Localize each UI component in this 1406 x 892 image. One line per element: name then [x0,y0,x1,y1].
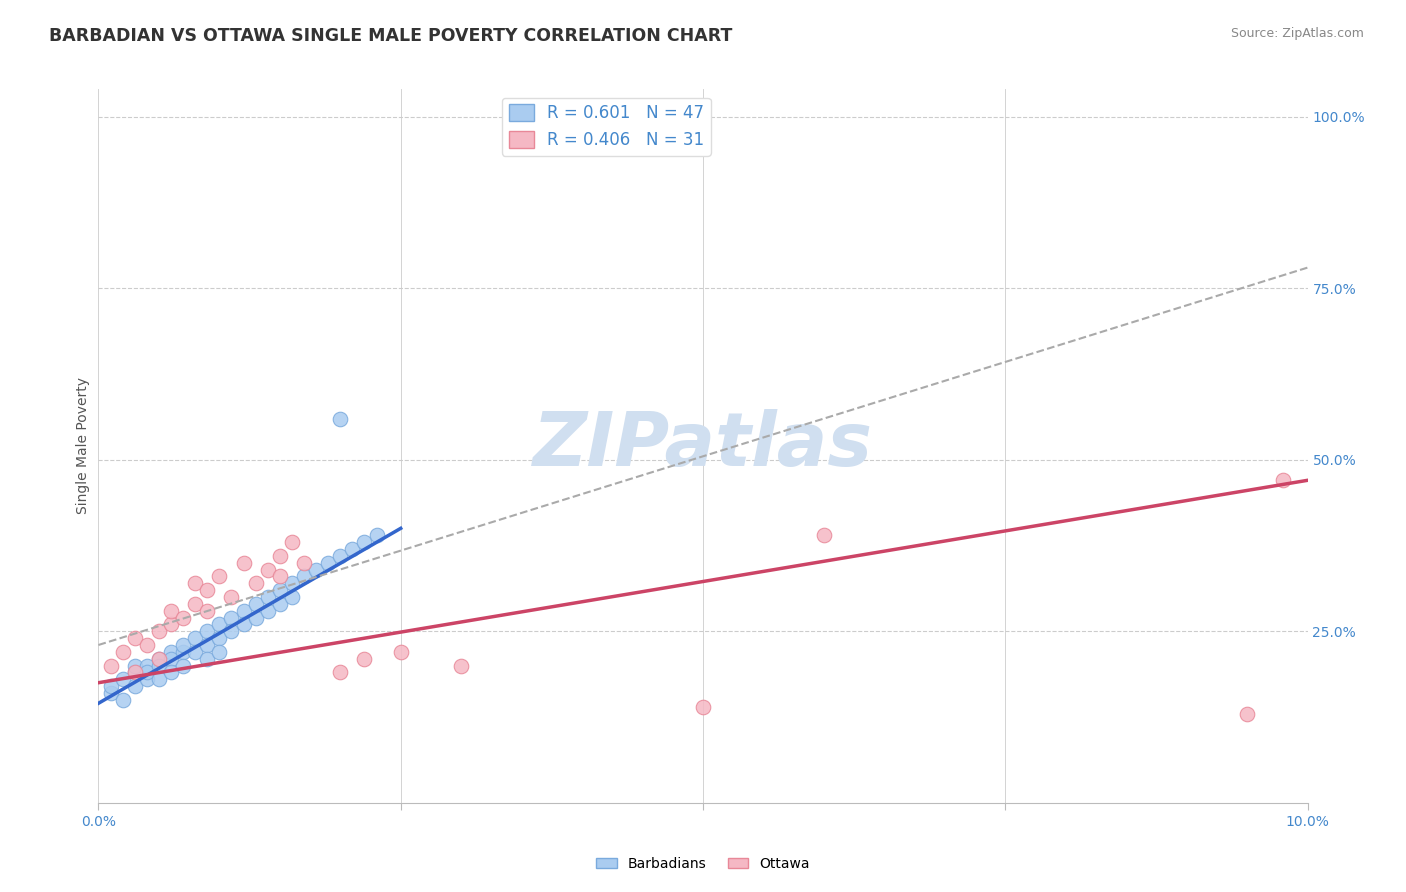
Point [329,549,352,563]
Text: Source: ZipAtlas.com: Source: ZipAtlas.com [1230,27,1364,40]
Point [232,604,254,618]
Point [281,590,304,604]
Point [208,631,231,645]
Point [281,535,304,549]
Point [135,658,157,673]
Point [221,624,243,639]
Point [160,604,183,618]
Point [221,590,243,604]
Point [148,624,170,639]
Point [329,411,352,425]
Point [172,645,194,659]
Point [366,528,388,542]
Point [221,610,243,624]
Point [195,624,218,639]
Point [1272,473,1295,487]
Point [389,645,412,659]
Point [195,583,218,598]
Point [232,556,254,570]
Point [124,631,146,645]
Point [269,549,291,563]
Point [281,576,304,591]
Point [256,604,278,618]
Point [135,638,157,652]
Point [353,651,375,665]
Point [1236,706,1258,721]
Point [245,597,267,611]
Point [124,665,146,680]
Point [100,658,122,673]
Point [232,617,254,632]
Point [160,617,183,632]
Point [148,651,170,665]
Point [256,590,278,604]
Point [148,658,170,673]
Point [172,638,194,652]
Point [172,610,194,624]
Point [184,631,207,645]
Point [100,686,122,700]
Point [329,665,352,680]
Point [256,562,278,576]
Point [316,556,339,570]
Point [172,658,194,673]
Point [269,583,291,598]
Point [160,651,183,665]
Point [184,597,207,611]
Y-axis label: Single Male Poverty: Single Male Poverty [76,377,90,515]
Point [195,651,218,665]
Point [195,604,218,618]
Point [353,535,375,549]
Point [148,651,170,665]
Point [111,645,134,659]
Text: BARBADIAN VS OTTAWA SINGLE MALE POVERTY CORRELATION CHART: BARBADIAN VS OTTAWA SINGLE MALE POVERTY … [49,27,733,45]
Point [124,665,146,680]
Point [184,576,207,591]
Legend: Barbadians, Ottawa: Barbadians, Ottawa [591,851,815,876]
Point [124,679,146,693]
Point [269,597,291,611]
Point [292,556,315,570]
Point [813,528,835,542]
Point [269,569,291,583]
Point [184,645,207,659]
Point [208,617,231,632]
Point [160,665,183,680]
Text: ZIPatlas: ZIPatlas [533,409,873,483]
Point [124,658,146,673]
Point [135,665,157,680]
Point [135,673,157,687]
Legend: R = 0.601   N = 47, R = 0.406   N = 31: R = 0.601 N = 47, R = 0.406 N = 31 [502,97,710,155]
Point [100,679,122,693]
Point [292,569,315,583]
Point [342,541,364,556]
Point [148,673,170,687]
Point [111,693,134,707]
Point [450,658,472,673]
Point [208,569,231,583]
Point [208,645,231,659]
Point [305,562,328,576]
Point [692,699,714,714]
Point [245,610,267,624]
Point [245,576,267,591]
Point [111,673,134,687]
Point [195,638,218,652]
Point [160,645,183,659]
